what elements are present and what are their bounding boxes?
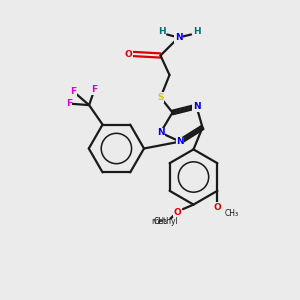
Text: methyl: methyl [152, 217, 178, 226]
Text: H: H [193, 27, 200, 36]
Text: N: N [157, 128, 164, 137]
Text: S: S [157, 93, 164, 102]
Text: CH₃: CH₃ [153, 217, 168, 226]
Text: O: O [124, 50, 132, 58]
Text: O: O [214, 203, 221, 212]
Text: N: N [193, 102, 200, 111]
Text: O: O [173, 208, 181, 217]
Text: N: N [176, 137, 184, 146]
Text: CH₃: CH₃ [225, 209, 239, 218]
Text: N: N [175, 33, 182, 42]
Text: F: F [92, 85, 98, 94]
Text: F: F [70, 87, 76, 96]
Text: H: H [158, 27, 166, 36]
Text: F: F [66, 99, 72, 108]
